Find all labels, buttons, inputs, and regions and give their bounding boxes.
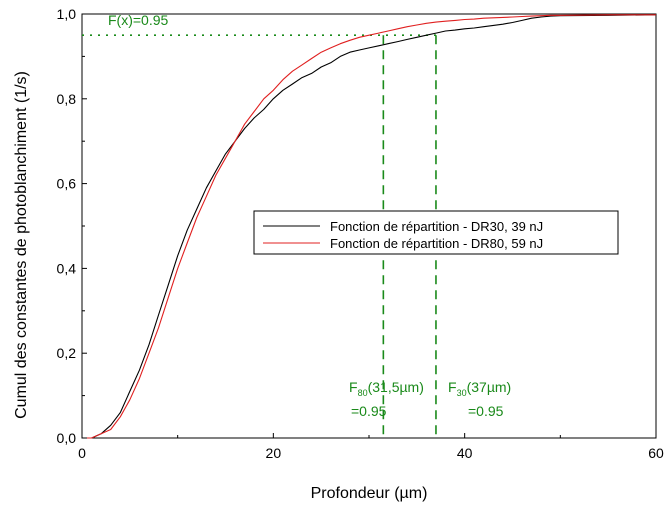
f80-annotation: F80(31,5µm) — [349, 379, 424, 398]
f80-rest: (31,5µm) — [368, 379, 424, 395]
x-tick-label: 40 — [457, 445, 473, 461]
f80-main: F — [349, 379, 358, 395]
series-layer — [82, 14, 657, 439]
f30-equals: =0.95 — [468, 403, 504, 419]
f30-annotation: F30(37µm) — [448, 379, 511, 398]
x-tick-label: 20 — [266, 445, 282, 461]
x-axis-title: Profondeur (µm) — [311, 485, 428, 502]
series-line-dr30 — [82, 14, 657, 439]
f30-main: F — [448, 379, 457, 395]
legend-label-dr80: Fonction de répartition - DR80, 59 nJ — [330, 236, 543, 251]
tick-layer: 0 20 40 60 0,0 0,2 0,4 0,6 0,8 1,0 — [57, 6, 664, 461]
y-tick-label: 0,6 — [57, 176, 77, 192]
y-tick-label: 0,4 — [57, 260, 77, 276]
y-tick-label: 1,0 — [57, 6, 77, 22]
f80-equals: =0.95 — [351, 403, 387, 419]
f30-subscript: 30 — [457, 388, 467, 398]
y-tick-label: 0,8 — [57, 91, 77, 107]
x-tick-label: 60 — [648, 445, 664, 461]
fx-annotation: F(x)=0.95 — [108, 12, 169, 28]
y-tick-label: 0,2 — [57, 345, 77, 361]
f80-subscript: 80 — [358, 388, 368, 398]
legend-box — [253, 210, 619, 255]
y-axis-title: Cumul des constantes de photoblanchiment… — [13, 71, 30, 419]
f30-rest: (37µm) — [467, 379, 512, 395]
series-line-dr80 — [82, 14, 656, 439]
legend-label-dr30: Fonction de répartition - DR30, 39 nJ — [330, 219, 543, 234]
y-tick-label: 0,0 — [57, 430, 77, 446]
x-tick-label: 0 — [78, 445, 86, 461]
legend: Fonction de répartition - DR30, 39 nJ Fo… — [253, 210, 619, 255]
